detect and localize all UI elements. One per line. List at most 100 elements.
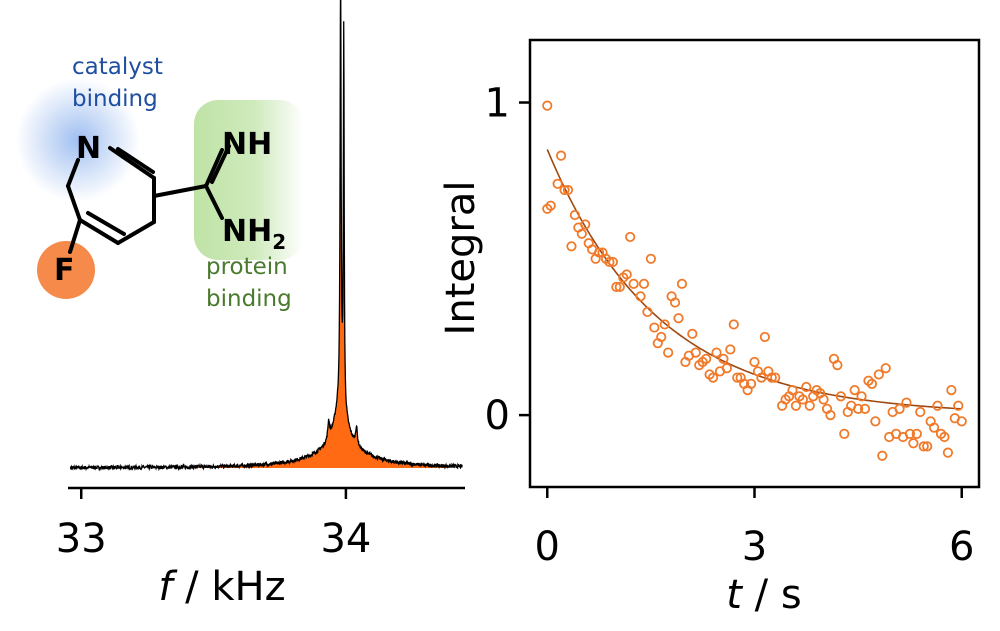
data-point: [894, 403, 905, 414]
data-point: [839, 428, 850, 439]
decay-panel: 0 3 6 0 1 t / s Integral: [438, 38, 981, 618]
decay-x-tick-label: 3: [742, 524, 767, 570]
spectrum-x-axis-label: f / kHz: [158, 564, 285, 610]
data-point: [676, 278, 688, 289]
data-point: [770, 372, 781, 383]
data-point: [835, 391, 846, 402]
data-point: [628, 278, 639, 289]
data-point: [614, 281, 625, 293]
data-point: [939, 431, 950, 443]
data-point: [555, 150, 567, 161]
data-point: [818, 394, 829, 405]
data-point: [569, 209, 581, 221]
data-point: [690, 347, 701, 358]
data-point: [766, 372, 777, 383]
data-point: [732, 372, 743, 383]
data-point: [728, 319, 739, 330]
decay-y-tick-label: 1: [485, 81, 510, 127]
data-point: [922, 441, 933, 452]
data-point: [870, 416, 881, 427]
data-point: [604, 256, 615, 268]
data-point: [611, 281, 622, 293]
data-point: [718, 353, 729, 364]
spectrum-x-tick-label: 34: [320, 516, 371, 562]
data-point: [756, 372, 767, 383]
data-point: [721, 363, 732, 374]
data-point: [953, 400, 964, 411]
catalyst-note-line1: catalyst: [72, 54, 163, 80]
data-point: [942, 447, 954, 458]
data-point: [566, 241, 577, 252]
data-point: [849, 384, 860, 396]
data-point: [825, 409, 836, 421]
spectrum-x-tick-label: 33: [56, 516, 107, 562]
data-point: [593, 247, 605, 258]
data-point: [635, 291, 646, 302]
data-point: [542, 100, 553, 111]
data-point: [873, 369, 884, 380]
data-point: [711, 347, 722, 358]
data-point: [669, 297, 681, 308]
data-point: [877, 450, 888, 461]
molecule-structure: N F NH NH2 catalyst binding protein bind…: [16, 54, 304, 312]
data-point: [649, 322, 660, 333]
data-point: [804, 400, 815, 411]
data-point: [880, 363, 891, 374]
atom-n-label: N: [76, 131, 101, 166]
spectrum-line: [70, 0, 463, 472]
pyridine-ring: [66, 144, 231, 254]
protein-note-line1: protein: [206, 254, 288, 280]
data-point: [562, 184, 574, 196]
data-point: [787, 384, 798, 396]
data-point: [801, 381, 812, 393]
data-point: [725, 344, 736, 355]
data-point: [642, 306, 653, 318]
decay-x-label-italic: t: [726, 572, 743, 618]
data-point: [701, 353, 712, 364]
decay-x-tick-label: 6: [949, 524, 974, 570]
decay-y-tick-label: 0: [485, 393, 510, 439]
data-point: [918, 441, 929, 452]
data-point: [790, 400, 802, 411]
data-point: [928, 422, 940, 433]
data-point: [908, 438, 919, 449]
data-point: [797, 394, 808, 405]
spectrum-panel: 33 34 f / kHz: [56, 0, 465, 610]
data-point: [915, 406, 926, 418]
data-point: [663, 347, 674, 358]
data-point: [911, 428, 922, 439]
data-point: [749, 356, 760, 368]
data-point: [745, 378, 757, 389]
data-point: [645, 253, 656, 264]
amine-text: NH: [222, 214, 272, 249]
data-point: [832, 359, 843, 371]
data-point: [904, 428, 916, 439]
data-point: [866, 378, 878, 389]
data-point: [659, 319, 670, 330]
data-point: [901, 397, 912, 408]
data-point: [853, 403, 864, 414]
data-point: [580, 219, 591, 230]
amine-subscript: 2: [272, 230, 286, 254]
data-point: [707, 372, 719, 383]
data-point: [673, 313, 684, 324]
decay-x-axis-label: t / s: [726, 572, 801, 618]
imine-label: NH: [222, 127, 272, 162]
spectrum-x-label-rest: / kHz: [172, 564, 285, 610]
data-point: [687, 328, 698, 339]
data-point: [932, 400, 943, 411]
decay-x-label-rest: / s: [742, 572, 802, 618]
data-point: [656, 331, 667, 343]
protein-binding-glow: [194, 100, 304, 260]
fluorine-highlight: [37, 241, 95, 299]
data-point: [856, 391, 867, 402]
decay-y-axis-label: Integral: [438, 181, 484, 336]
data-point: [545, 200, 556, 211]
data-point: [552, 178, 563, 189]
data-point: [638, 278, 650, 289]
data-point: [946, 384, 957, 396]
atom-f-label: F: [54, 253, 75, 288]
data-point: [559, 184, 570, 196]
decay-x-tick-label: 0: [535, 524, 560, 570]
